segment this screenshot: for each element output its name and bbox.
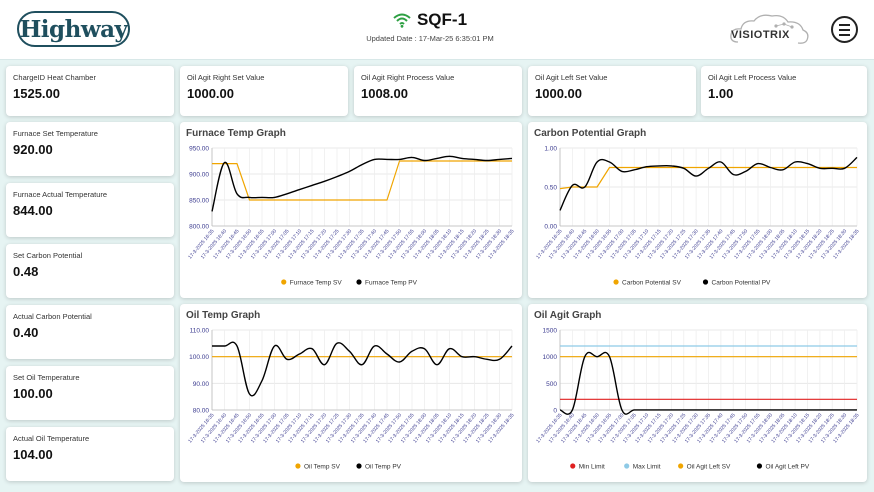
cloud-icon: [730, 14, 809, 44]
hamburger-icon: [839, 23, 850, 26]
stat-value: 104.00: [13, 447, 53, 462]
series-line: [211, 155, 513, 212]
stat-card-set-carbon: Set Carbon Potential 0.48: [6, 244, 174, 298]
y-tick-label: 1500: [543, 328, 558, 335]
stat-value: 0.40: [13, 325, 39, 340]
legend-label[interactable]: Oil Temp SV: [304, 464, 341, 471]
y-tick-label: 100.00: [189, 354, 209, 361]
title-block: SQF-1 Updated Date : 17-Mar-25 6:35:01 P…: [330, 10, 530, 43]
y-tick-label: 850.00: [189, 198, 209, 205]
y-tick-label: 90.00: [193, 381, 210, 388]
legend-label[interactable]: Furnace Temp SV: [290, 280, 343, 287]
chart-title: Oil Temp Graph: [186, 310, 261, 321]
stat-value: 100.00: [13, 386, 53, 401]
stat-value: 844.00: [13, 203, 53, 218]
legend-marker[interactable]: [356, 279, 362, 285]
y-tick-label: 0.00: [544, 224, 557, 231]
y-tick-label: 950.00: [189, 146, 209, 153]
stat-value: 1008.00: [361, 86, 408, 101]
y-tick-label: 500: [546, 381, 557, 388]
oil-temp-chart-card: Oil Temp Graph 110.00 100.00 90.00 80.00 17-…: [180, 304, 522, 482]
legend-marker[interactable]: [756, 463, 763, 469]
legend-marker[interactable]: [295, 463, 301, 469]
legend-marker[interactable]: [356, 463, 362, 469]
page-title: SQF-1: [416, 10, 468, 29]
chart-title: Furnace Temp Graph: [186, 128, 286, 139]
legend-marker[interactable]: [570, 463, 576, 469]
stat-card-oil-agit-left-set: Oil Agit Left Set Value 1000.00: [528, 66, 696, 116]
y-tick-label: 0.50: [544, 185, 557, 192]
legend-marker[interactable]: [281, 279, 287, 285]
legend-marker[interactable]: [678, 463, 684, 469]
series-line: [559, 351, 857, 415]
y-tick-label: 800.00: [189, 224, 209, 231]
brand-text: VISIOTRIX: [731, 29, 790, 41]
stat-label: Oil Agit Right Process Value: [361, 73, 455, 82]
legend-label[interactable]: Carbon Potential PV: [712, 280, 772, 287]
app-header: Highway SQF-1 Updated Date : 17-Mar-25 6…: [0, 0, 874, 60]
wifi-icon: [393, 13, 411, 28]
legend-label[interactable]: Furnace Temp PV: [365, 280, 418, 287]
legend-label[interactable]: Min Limit: [579, 464, 605, 471]
updated-date: Updated Date : 17-Mar-25 6:35:01 PM: [366, 34, 494, 43]
stat-value: 1000.00: [535, 86, 582, 101]
oil-agit-chart-card: Oil Agit Graph 1500 1000 500 0 17-3-2025 16:…: [528, 304, 867, 482]
y-tick-label: 0: [553, 408, 557, 415]
legend-label[interactable]: Oil Agit Left SV: [687, 464, 731, 471]
stat-card-chargeid: ChargeID Heat Chamber 1525.00: [6, 66, 174, 116]
series-line: [212, 160, 512, 201]
stat-value: 1525.00: [13, 86, 60, 101]
stat-value: 1.00: [708, 86, 734, 101]
legend-label[interactable]: Oil Temp PV: [365, 464, 402, 471]
y-tick-label: 80.00: [193, 408, 210, 415]
series-line: [559, 156, 858, 211]
stat-value: 1000.00: [187, 86, 234, 101]
stat-card-set-oil-temp: Set Oil Temperature 100.00: [6, 366, 174, 420]
chart-title: Oil Agit Graph: [534, 310, 602, 321]
stat-card-furnace-actual-temp: Furnace Actual Temperature 844.00: [6, 183, 174, 237]
stat-label: Oil Agit Right Set Value: [187, 73, 265, 82]
y-tick-label: 110.00: [190, 328, 210, 335]
highway-logo[interactable]: Highway: [17, 11, 130, 47]
stat-label: Actual Oil Temperature: [13, 434, 90, 443]
stat-label: Furnace Set Temperature: [13, 129, 98, 138]
stat-value: 0.48: [13, 264, 39, 279]
legend-label[interactable]: Max Limit: [633, 464, 661, 471]
y-tick-label: 900.00: [189, 172, 209, 179]
stat-label: Oil Agit Left Process Value: [708, 73, 797, 82]
visiotrix-logo: VISIOTRIX: [728, 12, 810, 48]
y-tick-label: 1000: [543, 354, 558, 361]
stat-label: Furnace Actual Temperature: [13, 190, 108, 199]
stat-card-oil-agit-right-set: Oil Agit Right Set Value 1000.00: [180, 66, 348, 116]
carbon-potential-chart-card: Carbon Potential Graph 1.00 0.50 0.00 17-3-…: [528, 122, 867, 298]
menu-button[interactable]: [831, 16, 858, 43]
stat-label: Set Oil Temperature: [13, 373, 80, 382]
stat-card-oil-agit-left-process: Oil Agit Left Process Value 1.00: [701, 66, 867, 116]
stat-value: 920.00: [13, 142, 53, 157]
stat-label: Actual Carbon Potential: [13, 312, 92, 321]
stat-card-oil-agit-right-process: Oil Agit Right Process Value 1008.00: [354, 66, 522, 116]
series-line: [212, 341, 513, 397]
furnace-temp-chart-card: Furnace Temp Graph 950.00 900.00 850.00 800…: [180, 122, 522, 298]
stat-card-actual-carbon: Actual Carbon Potential 0.40: [6, 305, 174, 359]
logo-text: Highway: [19, 15, 128, 43]
stat-label: Set Carbon Potential: [13, 251, 83, 260]
stat-label: ChargeID Heat Chamber: [13, 73, 96, 82]
legend-marker[interactable]: [702, 279, 709, 285]
legend-marker[interactable]: [624, 463, 630, 469]
chart-title: Carbon Potential Graph: [534, 128, 647, 139]
stat-card-furnace-set-temp: Furnace Set Temperature 920.00: [6, 122, 174, 176]
legend-marker[interactable]: [613, 279, 619, 285]
legend-label[interactable]: Oil Agit Left PV: [765, 464, 809, 471]
y-tick-label: 1.00: [544, 146, 557, 153]
legend-label[interactable]: Carbon Potential SV: [622, 280, 682, 287]
stat-label: Oil Agit Left Set Value: [535, 73, 608, 82]
stat-card-actual-oil-temp: Actual Oil Temperature 104.00: [6, 427, 174, 481]
